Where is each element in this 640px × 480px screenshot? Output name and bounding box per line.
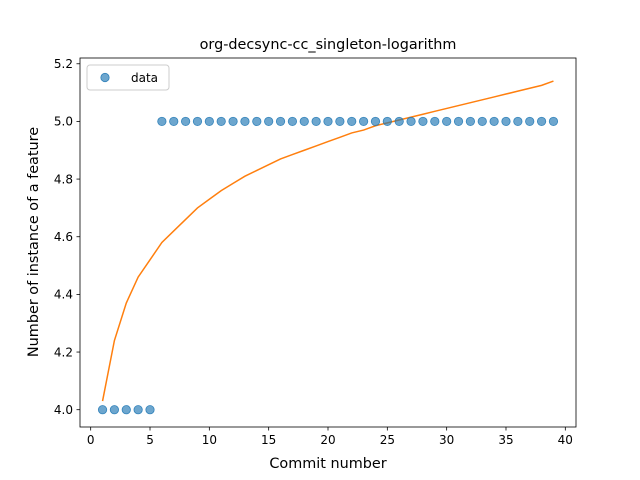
- data-point: [264, 116, 274, 127]
- x-tick-label: 40: [558, 433, 573, 447]
- data-point: [157, 116, 167, 127]
- data-point: [287, 116, 298, 127]
- x-tick-label: 15: [261, 433, 276, 447]
- data-point: [145, 405, 155, 415]
- y-axis-label: Number of instance of a feature: [26, 127, 42, 357]
- x-tick-label: 25: [380, 433, 395, 447]
- x-axis-label: Commit number: [269, 456, 386, 472]
- data-point: [489, 116, 499, 127]
- x-tick-label: 35: [498, 433, 513, 447]
- data-point: [311, 116, 321, 127]
- y-tick-label: 4.6: [54, 230, 73, 244]
- x-tick-label: 5: [146, 433, 154, 447]
- y-tick-label: 5.0: [54, 115, 73, 129]
- data-point: [513, 116, 523, 127]
- data-point: [299, 116, 309, 127]
- data-point: [228, 116, 238, 127]
- data-point: [323, 116, 333, 127]
- data-point: [418, 116, 428, 127]
- y-tick-label: 4.8: [54, 172, 73, 186]
- data-point: [358, 116, 369, 127]
- x-tick-label: 20: [320, 433, 335, 447]
- data-point: [204, 116, 214, 127]
- data-point: [465, 116, 475, 127]
- data-point: [536, 116, 547, 127]
- data-point: [216, 116, 226, 127]
- data-point: [525, 116, 535, 127]
- data-point: [133, 405, 143, 415]
- data-point: [501, 116, 511, 127]
- x-tick-label: 30: [439, 433, 454, 447]
- y-tick-label: 4.0: [54, 403, 73, 417]
- data-point: [394, 116, 404, 127]
- axis-ticks: 0 5 10 15 20 25 30 35 40 4.0 4.2 4.4 4.6 4.8 5.0 5.2: [54, 57, 577, 447]
- data-point: [548, 116, 559, 127]
- x-tick-label: 10: [202, 433, 217, 447]
- data-point: [252, 116, 262, 127]
- data-point: [109, 405, 120, 415]
- legend-box: [86, 64, 170, 91]
- data-point: [121, 405, 131, 415]
- legend-marker: [100, 72, 110, 83]
- y-tick-label: 4.4: [54, 288, 73, 302]
- legend: data: [86, 64, 170, 91]
- data-point: [406, 116, 416, 127]
- data-point: [169, 116, 179, 127]
- plot-area: [97, 80, 559, 415]
- x-tick-label: 0: [87, 433, 95, 447]
- data-point: [97, 405, 108, 415]
- data-point: [430, 116, 440, 127]
- data-point: [370, 116, 381, 127]
- data-point: [275, 116, 286, 127]
- legend-label: data: [131, 71, 158, 85]
- y-tick-label: 4.2: [54, 345, 73, 359]
- data-point: [382, 116, 392, 127]
- data-point: [181, 116, 191, 127]
- data-point: [335, 116, 345, 127]
- data-point: [347, 116, 357, 127]
- data-point: [453, 116, 464, 127]
- y-tick-label: 5.2: [54, 57, 73, 71]
- chart-title: org-decsync-cc_singleton-logarithm: [200, 37, 457, 53]
- data-point: [442, 116, 452, 127]
- data-point: [192, 116, 203, 127]
- data-point: [477, 116, 487, 127]
- fit-line: [101, 80, 554, 402]
- data-point: [240, 116, 250, 127]
